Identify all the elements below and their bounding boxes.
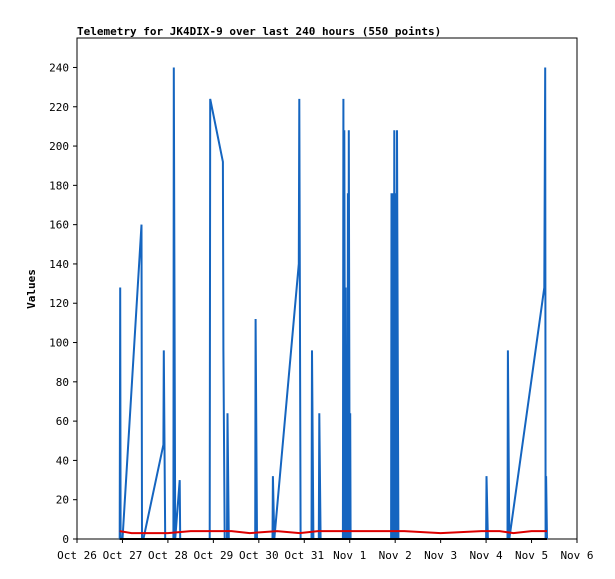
y-tick-label: 160 xyxy=(49,219,69,232)
x-tick-label: Nov 2 xyxy=(379,549,412,562)
y-axis: 0 20 40 60 80 100 120 140 160 180 200 220 240 xyxy=(49,61,77,546)
series-line xyxy=(119,530,547,535)
y-tick-label: 80 xyxy=(56,376,69,389)
y-tick-label: 220 xyxy=(49,101,69,114)
series-line xyxy=(118,67,548,540)
x-tick-label: Oct 27 xyxy=(103,549,143,562)
x-tick-label: Nov 6 xyxy=(560,549,593,562)
plot-area-frame xyxy=(76,37,578,540)
y-tick-label: 100 xyxy=(49,337,69,350)
y-tick-label: 140 xyxy=(49,258,69,271)
y-tick-label: 20 xyxy=(56,494,69,507)
x-tick-label: Oct 31 xyxy=(284,549,324,562)
x-tick-label: Nov 3 xyxy=(424,549,457,562)
chart-title: Telemetry for JK4DIX-9 over last 240 hou… xyxy=(77,25,441,38)
x-tick-label: Nov 1 xyxy=(333,549,366,562)
y-tick-label: 240 xyxy=(49,61,69,74)
y-tick-label: 60 xyxy=(56,415,69,428)
x-tick-label: Oct 30 xyxy=(239,549,279,562)
y-tick-label: 0 xyxy=(62,533,69,546)
y-tick-label: 200 xyxy=(49,140,69,153)
x-tick-label: Nov 5 xyxy=(515,549,548,562)
x-tick-label: Nov 4 xyxy=(470,549,503,562)
x-axis: Oct 26 Oct 27 Oct 28 Oct 29 Oct 30 Oct 31 Nov … xyxy=(57,539,594,562)
y-axis-label: Values xyxy=(25,269,38,309)
series-layer xyxy=(118,67,548,540)
x-tick-label: Oct 26 xyxy=(57,549,97,562)
y-tick-label: 180 xyxy=(49,179,69,192)
x-tick-label: Oct 29 xyxy=(193,549,233,562)
y-tick-label: 40 xyxy=(56,454,69,467)
x-tick-label: Oct 28 xyxy=(148,549,188,562)
y-tick-label: 120 xyxy=(49,297,69,310)
